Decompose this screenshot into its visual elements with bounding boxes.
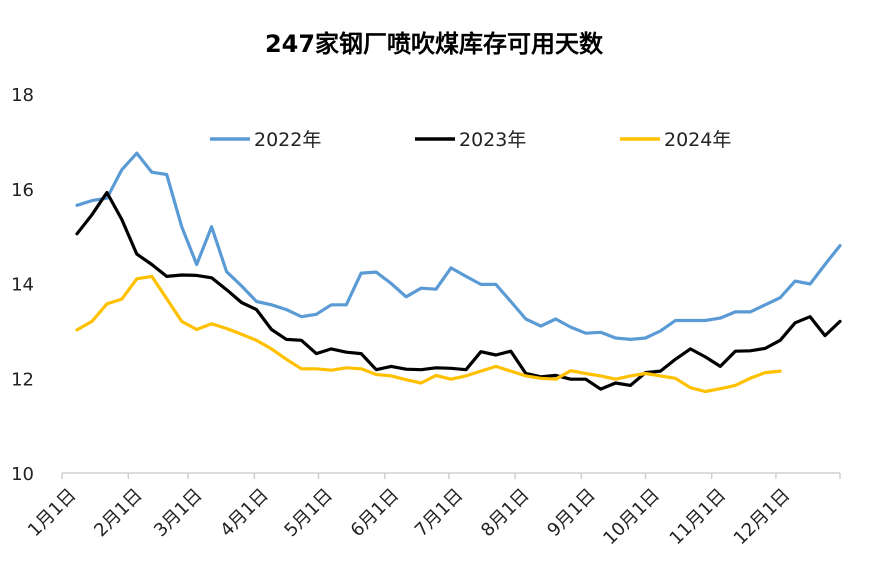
x-tick-label: 9月1日	[543, 485, 600, 542]
y-tick-label: 16	[11, 180, 34, 201]
x-tick-label: 1月1日	[24, 485, 81, 542]
x-tick-label: 4月1日	[216, 485, 273, 542]
legend-label-2: 2023年	[459, 129, 526, 151]
x-axis: 1月1日 2月1日 3月1日 4月1日 5月1日 6月1日 7月1日 8月1日 9月1日 10月1…	[24, 472, 841, 550]
y-tick-label: 18	[11, 85, 34, 106]
x-tick-label: 11月1日	[666, 485, 731, 550]
y-tick-label: 14	[11, 275, 34, 296]
series-layer	[75, 151, 842, 394]
y-axis: 10 12 14 16 18	[11, 85, 34, 485]
legend-label-1: 2022年	[254, 129, 321, 151]
y-tick-label: 12	[11, 369, 34, 390]
x-tick-label: 7月1日	[411, 485, 468, 542]
chart-title: 247家钢厂喷吹煤库存可用天数	[265, 30, 604, 58]
legend: 2022年 2023年 2024年	[210, 129, 731, 151]
series-line-2	[75, 190, 842, 391]
x-tick-label: 5月1日	[280, 485, 337, 542]
legend-label-3: 2024年	[664, 129, 731, 151]
series-line-3	[75, 274, 782, 394]
series-line-1	[75, 151, 842, 341]
x-tick-label: 12月1日	[730, 485, 795, 550]
x-tick-label: 2月1日	[90, 485, 147, 542]
x-tick-label: 3月1日	[150, 485, 207, 542]
x-tick-label: 10月1日	[599, 485, 664, 550]
x-tick-label: 8月1日	[477, 485, 534, 542]
y-tick-label: 10	[11, 464, 34, 485]
x-tick-label: 6月1日	[347, 485, 404, 542]
